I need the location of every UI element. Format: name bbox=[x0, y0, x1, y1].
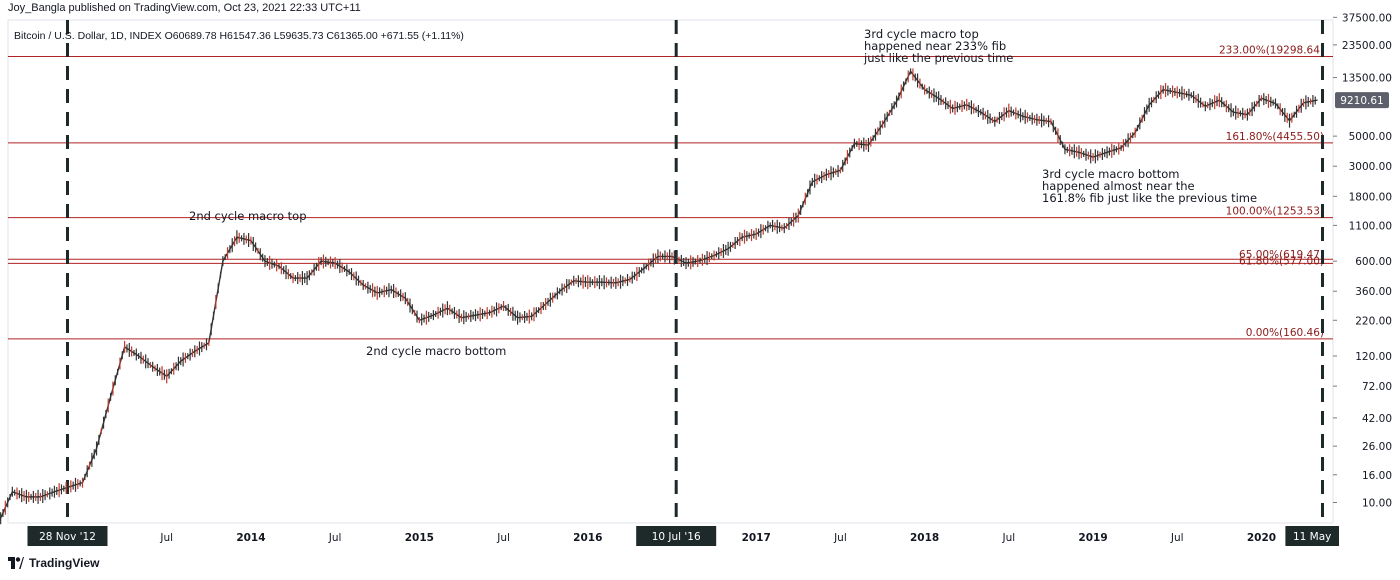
symbol-name: Bitcoin / U.S. Dollar, 1D, INDEX bbox=[14, 30, 162, 42]
fib-label: 65.00%(619.47) bbox=[1239, 249, 1324, 261]
fib-label: 61.80%(577.00) bbox=[1239, 255, 1324, 267]
fib-label: 233.00%(19298.64) bbox=[1219, 45, 1324, 57]
x-event-tag-label: 28 Nov '12 bbox=[39, 531, 96, 543]
fib-label: 100.00%(1253.53) bbox=[1226, 206, 1324, 218]
y-tick-label: 37500.00 bbox=[1342, 12, 1392, 24]
x-tick-label: Jul bbox=[496, 532, 510, 544]
y-tick-label: 13500.00 bbox=[1342, 73, 1392, 85]
plot-area bbox=[7, 19, 1334, 524]
ohlc-high-label: H bbox=[219, 30, 228, 42]
y-tick-label: 1800.00 bbox=[1349, 191, 1392, 203]
fib-levels: 233.00%(19298.64) 161.80%(4455.50) 100.00%… bbox=[8, 45, 1333, 340]
fib-label: 0.00%(160.46) bbox=[1246, 327, 1324, 339]
y-tick-label: 1100.00 bbox=[1349, 220, 1392, 232]
plot-frame bbox=[7, 19, 1334, 524]
x-tick-label: 2019 bbox=[1078, 532, 1107, 544]
x-tick-label: Jul bbox=[833, 532, 847, 544]
annotation-text: 2nd cycle macro bottom bbox=[366, 344, 506, 358]
x-event-tag-label: 10 Jul '16 bbox=[652, 531, 701, 543]
y-tick-label: 3000.00 bbox=[1349, 161, 1392, 173]
tradingview-logo-icon bbox=[8, 557, 24, 569]
annotation-text: 3rd cycle macro bottom bbox=[1042, 167, 1180, 181]
x-tick-label: 2020 bbox=[1247, 532, 1276, 544]
annotation-text: 161.8% fib just like the previous time bbox=[1042, 191, 1257, 205]
y-tick-label: 360.00 bbox=[1355, 286, 1392, 298]
x-event-tag-label: 11 May bbox=[1293, 531, 1331, 543]
annotation-text: 3rd cycle macro top bbox=[864, 27, 979, 41]
y-tick-label: 5000.00 bbox=[1349, 131, 1392, 143]
ohlc-high: 61547.36 bbox=[227, 30, 271, 42]
x-tick-label: Jul bbox=[159, 532, 173, 544]
ohlc-open: 60689.78 bbox=[172, 30, 217, 42]
ohlc-close-label: C bbox=[326, 30, 334, 42]
x-axis[interactable]: Jul 2014 Jul 2015 Jul 2016 2017 Jul 2018 Jul 2019 J… bbox=[8, 522, 1339, 546]
y-tick-label: 26.00 bbox=[1362, 441, 1392, 453]
x-tick-label: Jul bbox=[1170, 532, 1184, 544]
y-axis[interactable]: 37500.00 23500.00 13500.00 5000.00 3000.00 18… bbox=[1333, 12, 1392, 510]
x-tick-label: Jul bbox=[1001, 532, 1015, 544]
x-event-tag bbox=[27, 526, 108, 546]
current-price-tag bbox=[1335, 92, 1389, 109]
ohlc-close: 61365.00 bbox=[333, 30, 378, 42]
x-event-tag bbox=[636, 526, 717, 546]
fib-label: 161.80%(4455.50) bbox=[1226, 131, 1324, 143]
y-tick-label: 23500.00 bbox=[1342, 40, 1392, 52]
y-tick-label: 16.00 bbox=[1362, 470, 1392, 482]
x-tick-label: 2017 bbox=[742, 532, 771, 544]
price-series bbox=[0, 68, 1318, 525]
y-tick-label: 10.00 bbox=[1362, 498, 1392, 510]
y-tick-label: 42.00 bbox=[1362, 413, 1392, 425]
publisher-line: Joy_Bangla published on TradingView.com,… bbox=[8, 2, 361, 14]
ohlc-low-label: L bbox=[273, 30, 280, 42]
x-event-tag bbox=[1285, 526, 1339, 546]
annotation-text: happened almost near the bbox=[1042, 179, 1195, 193]
x-tick-label: 2015 bbox=[405, 532, 434, 544]
x-tick-label: 2014 bbox=[236, 532, 265, 544]
y-tick-label: 120.00 bbox=[1355, 351, 1392, 363]
annotation-text: happened near 233% fib bbox=[864, 39, 1006, 53]
ohlc-open-label: O bbox=[164, 30, 173, 42]
tradingview-logo[interactable]: TradingView bbox=[8, 556, 99, 570]
annotation-text: just like the previous time bbox=[863, 51, 1013, 65]
x-tick-label: 2016 bbox=[573, 532, 602, 544]
x-tick-label: 2018 bbox=[910, 532, 939, 544]
annotation-text: 2nd cycle macro top bbox=[189, 209, 307, 223]
y-tick-label: 600.00 bbox=[1355, 256, 1392, 268]
ohlc-change: +671.55 (+1.11%) bbox=[380, 30, 464, 42]
x-tick-label: Jul bbox=[328, 532, 342, 544]
ohlc-low: 59635.73 bbox=[279, 30, 324, 42]
vertical-event-lines bbox=[66, 20, 1324, 523]
current-price-label: 9210.61 bbox=[1340, 95, 1383, 107]
symbol-info: Bitcoin / U.S. Dollar, 1D, INDEX O60689.… bbox=[14, 30, 464, 42]
y-tick-label: 220.00 bbox=[1355, 315, 1392, 327]
y-tick-label: 72.00 bbox=[1362, 381, 1392, 393]
tradingview-brand: TradingView bbox=[29, 556, 100, 570]
